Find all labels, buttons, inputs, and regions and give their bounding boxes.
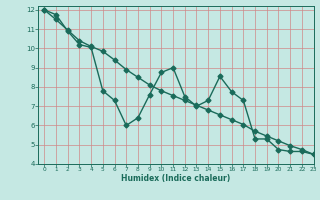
X-axis label: Humidex (Indice chaleur): Humidex (Indice chaleur) xyxy=(121,174,231,183)
